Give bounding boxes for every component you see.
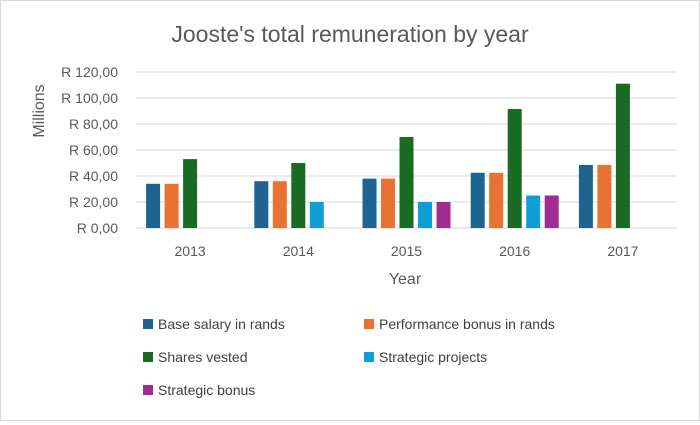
legend-swatch <box>364 352 374 362</box>
bar <box>436 202 451 228</box>
y-tick-label: R 80,00 <box>69 116 118 132</box>
bar <box>399 137 414 228</box>
bar <box>418 202 432 228</box>
bar <box>597 164 612 228</box>
legend-swatch <box>364 319 374 329</box>
bar <box>362 178 377 228</box>
x-axis-title: Year <box>389 271 422 288</box>
bar <box>489 172 504 228</box>
legend-item[interactable]: Performance bonus in rands <box>364 316 555 332</box>
bar <box>254 181 269 228</box>
legend-item[interactable]: Strategic bonus <box>143 382 255 398</box>
x-tick-label: 2014 <box>283 243 314 259</box>
legend-item[interactable]: Shares vested <box>143 349 248 365</box>
y-tick-label: R 120,00 <box>61 64 118 80</box>
y-tick-label: R 100,00 <box>61 90 118 106</box>
legend-swatch <box>143 385 153 395</box>
y-tick-label: R 40,00 <box>69 168 118 184</box>
bar <box>309 202 324 228</box>
x-tick-label: 2013 <box>175 243 206 259</box>
bar <box>507 109 522 228</box>
bar <box>146 183 161 228</box>
bar <box>578 164 593 228</box>
bar <box>544 195 559 228</box>
legend-swatch <box>143 352 153 362</box>
bar <box>291 163 306 228</box>
legend-item[interactable]: Base salary in rands <box>143 316 285 332</box>
legend-label: Shares vested <box>158 349 248 365</box>
legend-label: Strategic bonus <box>158 382 255 398</box>
chart-title: Jooste's total remuneration by year <box>171 21 529 47</box>
bar <box>164 183 179 228</box>
bar <box>381 178 395 228</box>
bar <box>183 159 198 228</box>
bar <box>470 172 485 228</box>
y-tick-label: R 60,00 <box>69 142 118 158</box>
x-axis-ticks: 2013 2014 2015 2016 2017 <box>175 243 639 259</box>
legend-label: Base salary in rands <box>158 316 285 332</box>
x-tick-label: 2016 <box>499 243 530 259</box>
bar <box>526 195 541 228</box>
x-tick-label: 2017 <box>607 243 638 259</box>
x-tick-label: 2015 <box>391 243 422 259</box>
y-axis-title: Millions <box>31 84 48 137</box>
bars <box>146 83 630 228</box>
legend-item[interactable]: Strategic projects <box>364 349 487 365</box>
y-tick-label: R 20,00 <box>69 194 118 210</box>
legend[interactable]: Base salary in rands Performance bonus in… <box>143 316 555 398</box>
legend-label: Strategic projects <box>379 349 487 365</box>
y-axis-ticks: R 0,00 R 20,00 R 40,00 R 60,00 R 80,00 R 100,… <box>61 64 118 236</box>
y-tick-label: R 0,00 <box>77 220 118 236</box>
bar <box>615 83 630 228</box>
bar <box>272 181 287 228</box>
legend-swatch <box>143 319 153 329</box>
legend-label: Performance bonus in rands <box>379 316 555 332</box>
